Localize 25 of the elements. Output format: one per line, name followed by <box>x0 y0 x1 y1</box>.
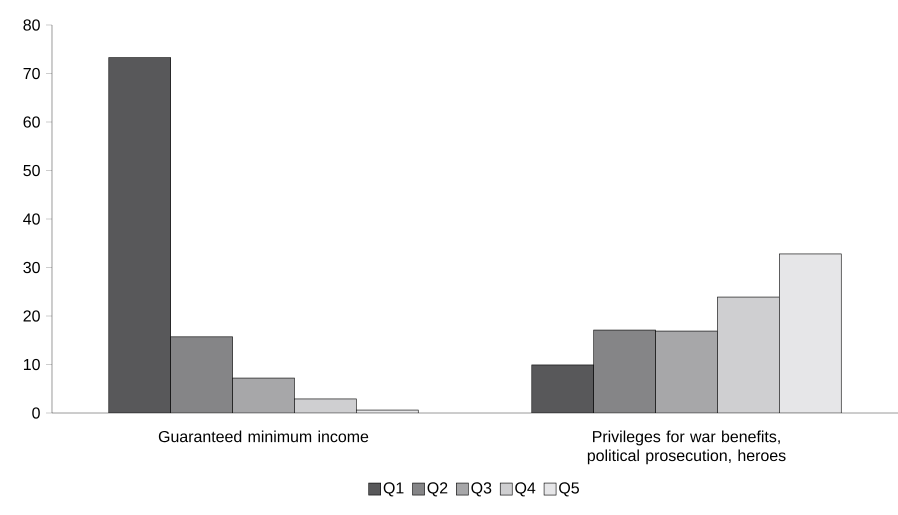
bar <box>779 254 842 413</box>
y-tick-label: 0 <box>32 407 40 419</box>
y-tick-label: 50 <box>23 164 40 176</box>
bar <box>717 296 780 413</box>
x-tick-label: Guaranteed minimum income <box>158 430 368 442</box>
legend-label: Q4 <box>515 482 536 496</box>
y-tick-label: 40 <box>23 213 40 225</box>
legend-label: Q5 <box>559 482 579 496</box>
y-tick-label: 70 <box>24 68 40 80</box>
bar <box>232 378 294 413</box>
bar <box>294 398 356 413</box>
y-tick-label: 80 <box>23 19 40 31</box>
bar <box>655 330 718 413</box>
bar <box>108 57 171 413</box>
bar <box>531 364 594 413</box>
y-tick-label: 10 <box>24 358 40 370</box>
legend-label: Q1 <box>384 482 404 496</box>
legend-label: Q2 <box>428 482 448 496</box>
y-tick-label: 20 <box>24 310 40 322</box>
x-tick-label: Privileges for war benefits, political prosecution, heroes <box>588 430 786 464</box>
bar <box>170 336 233 413</box>
bar <box>593 330 656 413</box>
y-tick-label: 30 <box>23 262 40 274</box>
legend-label: Q3 <box>471 482 492 496</box>
y-tick-label: 60 <box>24 116 40 128</box>
